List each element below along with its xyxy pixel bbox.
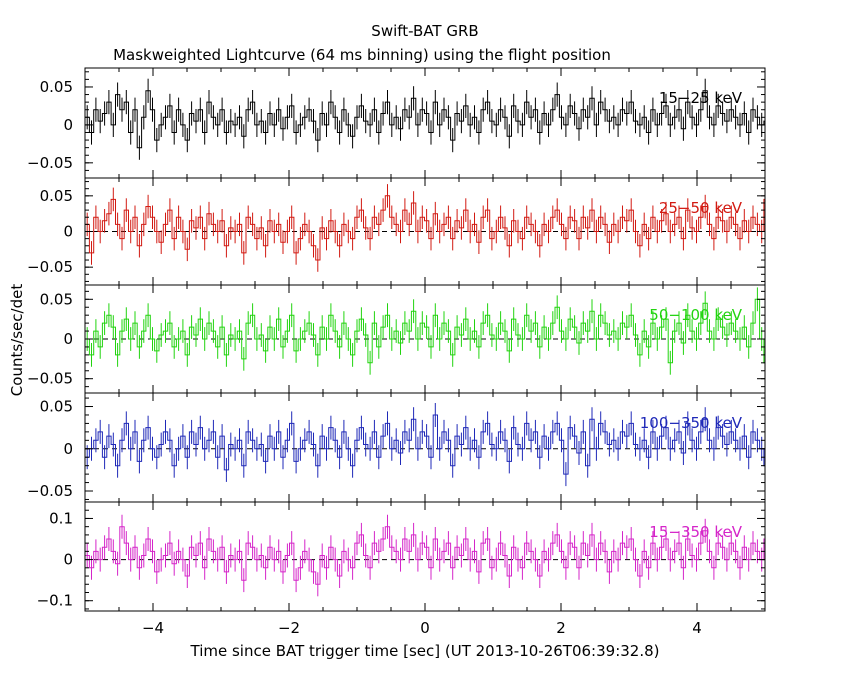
chart-subtitle: Maskweighted Lightcurve (64 ms binning) … [113,46,611,64]
band-label: 15−25 keV [659,89,743,107]
panel-frame [84,501,766,612]
chart-title: Swift-BAT GRB [371,22,478,40]
y-tick-label: −0.05 [27,258,73,276]
y-tick-label: 0 [63,223,73,241]
panel-15-350-kev: −0.1 0 0.1 15−350 keV [37,501,766,612]
y-tick-label: 0.05 [40,187,73,205]
x-axis-label: Time since BAT trigger time [sec] (UT 20… [190,642,660,660]
band-label: 50−100 keV [649,306,742,324]
y-tick-label: −0.05 [27,482,73,500]
x-tick-label: 0 [420,619,430,637]
y-tick-label: 0.05 [40,290,73,308]
panel-50-100-kev: −0.05 0 0.05 50−100 keV [27,284,766,394]
y-tick-label: 0 [63,551,73,569]
x-axis: −4 −2 0 2 4 [142,619,702,637]
x-tick-label: 4 [692,619,702,637]
y-axis-label: Counts/sec/det [8,284,26,397]
y-tick-label: −0.05 [27,154,73,172]
x-tick-label: 2 [556,619,566,637]
y-tick-label: 0.1 [49,509,73,527]
panel-25-50-kev: −0.05 0 0.05 25−50 keV [27,177,766,286]
y-tick-label: 0.05 [40,78,73,96]
panel-100-350-kev: −0.05 0 0.05 100−350 keV [27,392,766,503]
band-label: 15−350 keV [649,523,742,541]
band-label: 100−350 keV [640,414,743,432]
y-tick-label: −0.05 [27,370,73,388]
panel-15-25-kev: −0.05 0 0.05 15−25 keV [27,67,766,179]
x-tick-label: −4 [142,619,164,637]
x-tick-label: −2 [278,619,300,637]
y-tick-label: −0.1 [37,592,73,610]
panel-frame [84,67,766,179]
y-tick-label: 0 [63,330,73,348]
y-tick-label: 0.05 [40,398,73,416]
y-tick-label: 0 [63,440,73,458]
band-label: 25−50 keV [659,199,743,217]
y-tick-label: 0 [63,116,73,134]
